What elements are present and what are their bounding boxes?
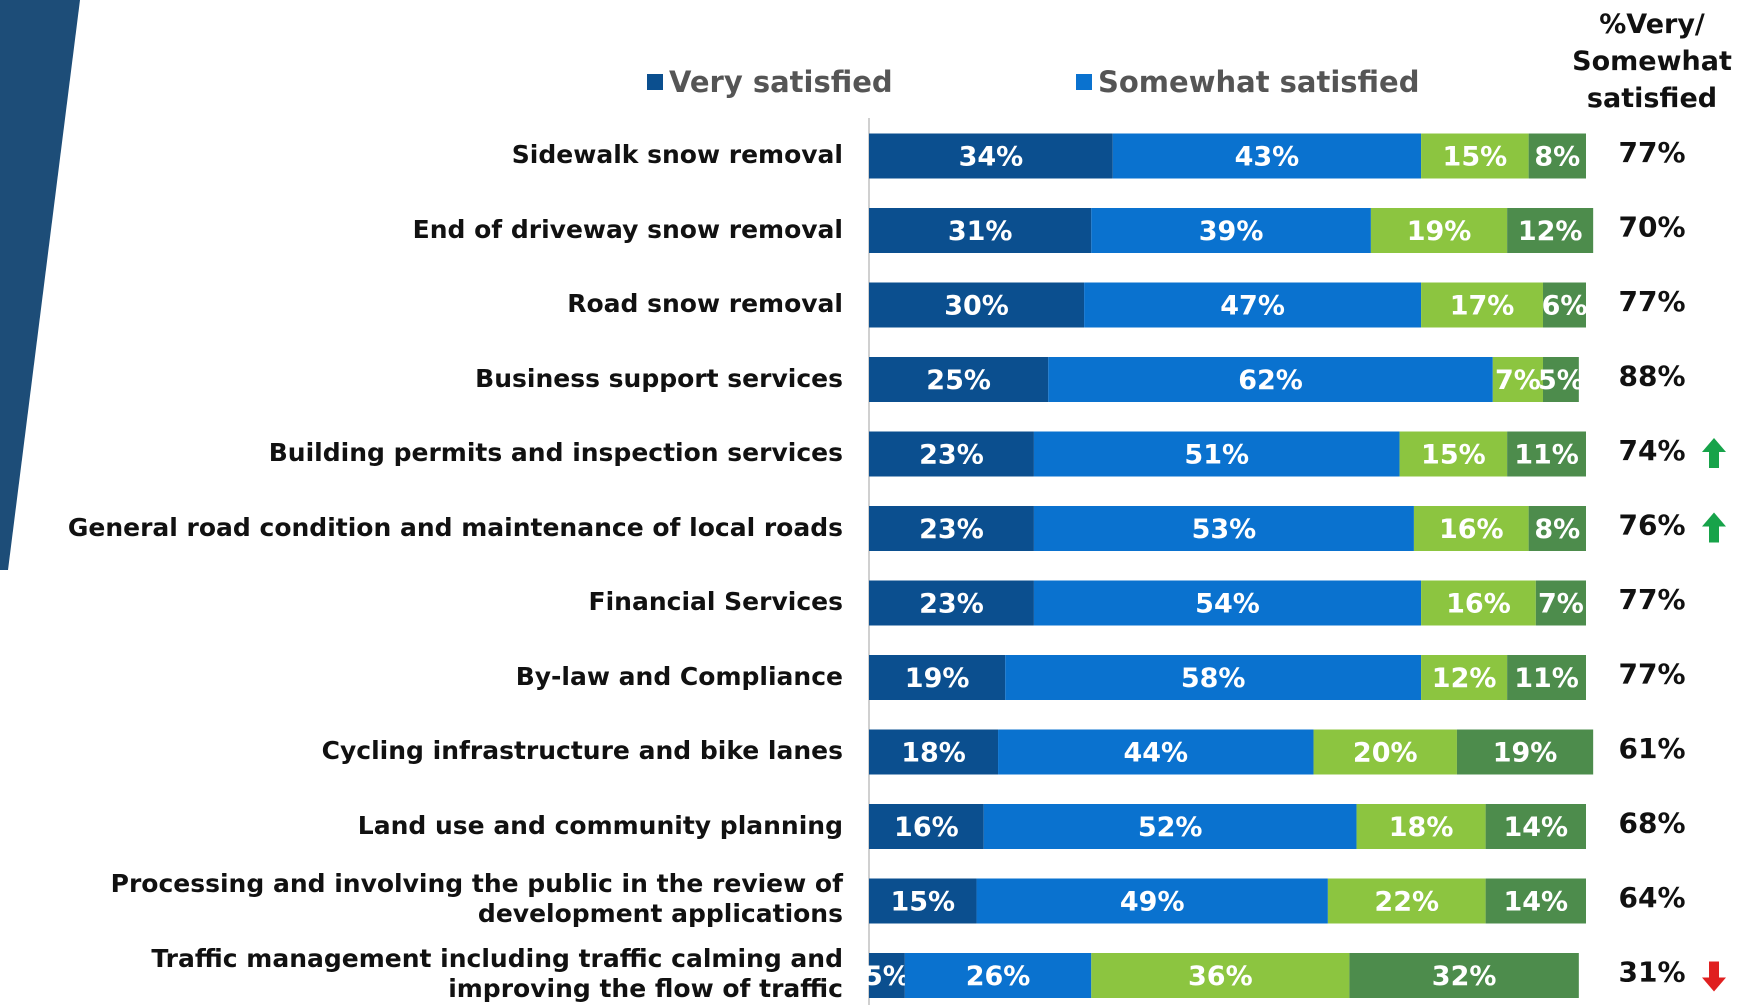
trend-arrow-down — [1702, 962, 1726, 992]
total-label: 77% — [1618, 136, 1685, 169]
total-label: 64% — [1618, 881, 1685, 914]
total-label: 74% — [1618, 434, 1685, 467]
total-label: 61% — [1618, 732, 1685, 765]
value-label: 26% — [966, 961, 1031, 992]
total-label: 77% — [1618, 583, 1685, 616]
value-label: 16% — [1446, 589, 1511, 620]
value-label: 5% — [1538, 365, 1584, 396]
value-label: 23% — [919, 440, 984, 471]
value-label: 12% — [1432, 663, 1497, 694]
value-label: 12% — [1518, 216, 1583, 247]
legend-swatch — [647, 74, 663, 90]
value-label: 49% — [1120, 887, 1185, 918]
category-label: Processing and involving the public in t… — [0, 869, 843, 929]
category-label: Sidewalk snow removal — [0, 140, 843, 170]
value-label: 17% — [1450, 291, 1515, 322]
value-label: 15% — [1443, 142, 1508, 173]
category-label: By-law and Compliance — [0, 662, 843, 692]
value-label: 7% — [1538, 589, 1584, 620]
category-label: Business support services — [0, 364, 843, 394]
category-label: Road snow removal — [0, 289, 843, 319]
value-label: 15% — [1421, 440, 1486, 471]
value-label: 43% — [1235, 142, 1300, 173]
value-label: 58% — [1181, 663, 1246, 694]
value-label: 5% — [864, 961, 910, 992]
category-label: Building permits and inspection services — [0, 438, 843, 468]
value-label: 47% — [1220, 291, 1285, 322]
value-label: 51% — [1184, 440, 1249, 471]
value-label: 34% — [959, 142, 1024, 173]
category-label: Traffic management including traffic cal… — [0, 944, 843, 1004]
value-label: 52% — [1138, 812, 1203, 843]
value-label: 62% — [1238, 365, 1303, 396]
total-label: 70% — [1618, 211, 1685, 244]
value-label: 25% — [926, 365, 991, 396]
value-label: 19% — [1407, 216, 1472, 247]
total-label: 88% — [1618, 360, 1685, 393]
total-label: 77% — [1618, 285, 1685, 318]
value-label: 36% — [1188, 961, 1253, 992]
value-label: 19% — [905, 663, 970, 694]
category-label: Financial Services — [0, 587, 843, 617]
value-label: 20% — [1353, 738, 1418, 769]
value-label: 16% — [1439, 514, 1504, 545]
totals-title: %Very/ Somewhat satisfied — [1557, 6, 1747, 117]
total-label: 68% — [1618, 807, 1685, 840]
legend-label: Somewhat satisfied — [1098, 65, 1419, 99]
category-label: End of driveway snow removal — [0, 215, 843, 245]
value-label: 54% — [1195, 589, 1260, 620]
value-label: 8% — [1534, 142, 1580, 173]
value-label: 15% — [890, 887, 955, 918]
value-label: 14% — [1503, 812, 1568, 843]
total-label: 77% — [1618, 658, 1685, 691]
total-label: 76% — [1618, 509, 1685, 542]
value-label: 31% — [948, 216, 1013, 247]
value-label: 19% — [1493, 738, 1558, 769]
category-label: General road condition and maintenance o… — [0, 513, 843, 543]
legend-swatch — [1076, 74, 1092, 90]
total-label: 31% — [1618, 956, 1685, 989]
value-label: 32% — [1432, 961, 1497, 992]
value-label: 8% — [1534, 514, 1580, 545]
value-label: 11% — [1514, 440, 1579, 471]
value-label: 11% — [1514, 663, 1579, 694]
value-label: 14% — [1503, 887, 1568, 918]
value-label: 23% — [919, 514, 984, 545]
value-label: 7% — [1495, 365, 1541, 396]
value-label: 6% — [1542, 291, 1588, 322]
value-label: 22% — [1374, 887, 1439, 918]
category-label: Cycling infrastructure and bike lanes — [0, 736, 843, 766]
value-label: 18% — [901, 738, 966, 769]
trend-arrow-up — [1702, 438, 1726, 468]
value-label: 18% — [1389, 812, 1454, 843]
value-label: 23% — [919, 589, 984, 620]
decor-image — [0, 0, 80, 570]
legend-label: Very satisfied — [669, 65, 893, 99]
category-label: Land use and community planning — [0, 811, 843, 841]
trend-arrow-up — [1702, 513, 1726, 543]
value-label: 30% — [944, 291, 1009, 322]
value-label: 44% — [1123, 738, 1188, 769]
value-label: 39% — [1199, 216, 1264, 247]
value-label: 16% — [894, 812, 959, 843]
value-label: 53% — [1192, 514, 1257, 545]
page: Very satisfied Somewhat satisfied 34% 43% 15… — [0, 0, 1749, 1005]
